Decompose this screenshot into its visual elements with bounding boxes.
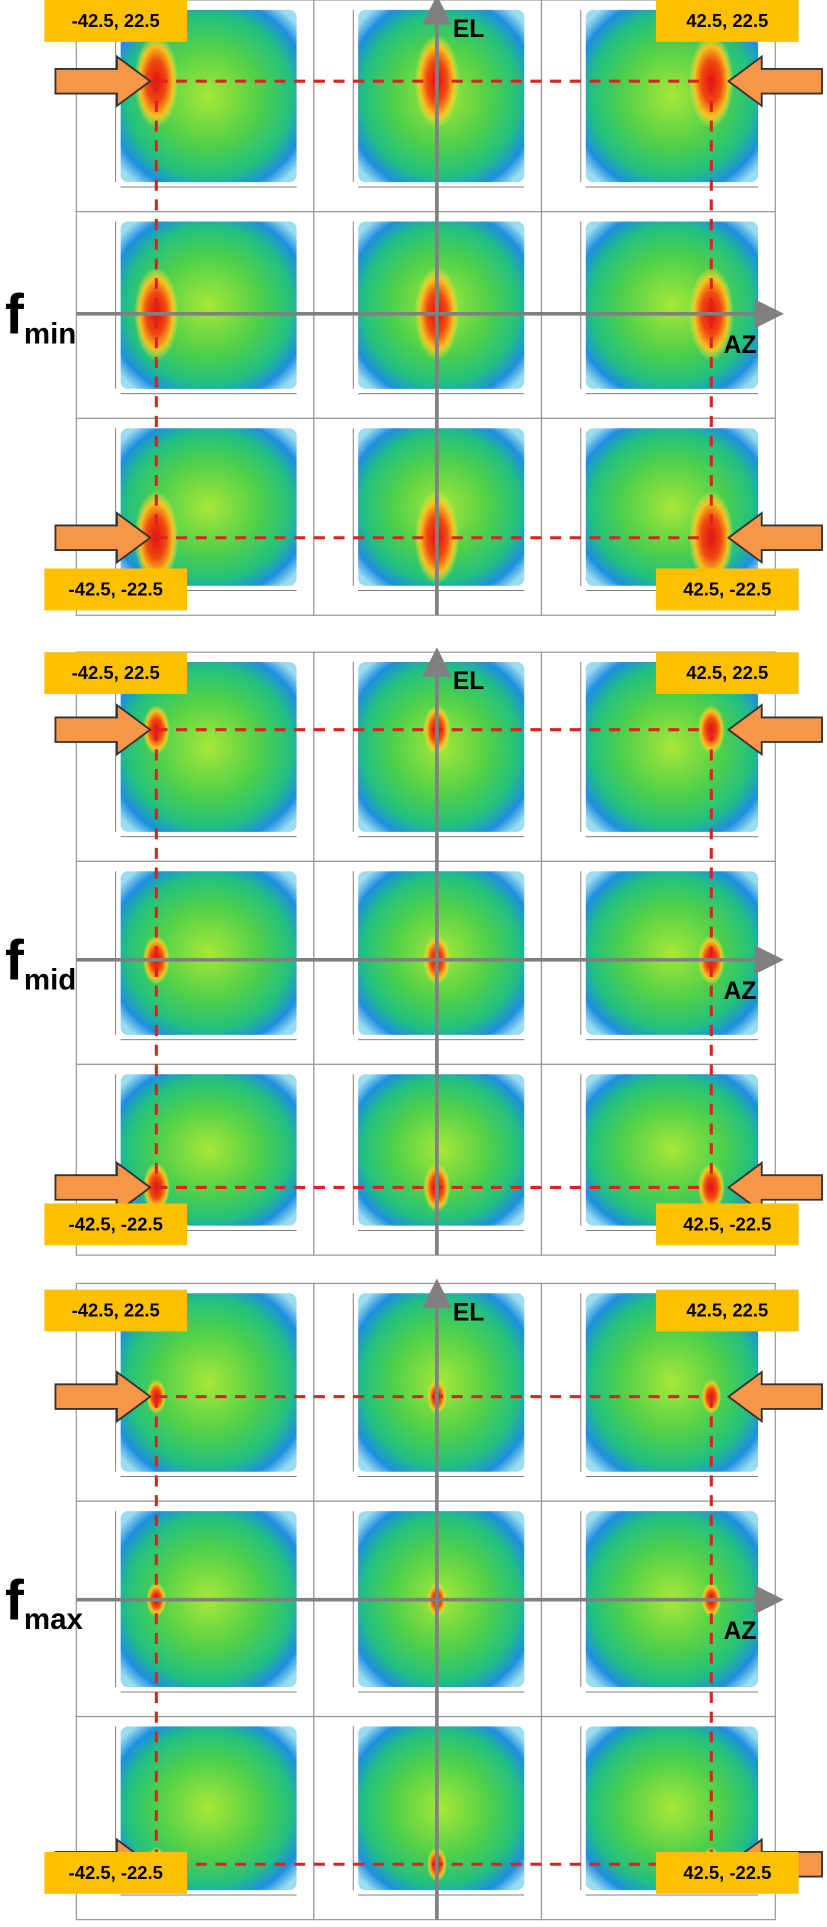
corner-label-box	[44, 568, 188, 611]
corner-label-box	[655, 568, 799, 611]
az-label: AZ	[724, 1618, 757, 1645]
corner-label: 42.5, -22.5	[683, 1214, 771, 1235]
frequency-symbol: f	[5, 282, 24, 345]
pointer-arrow	[726, 511, 823, 565]
corner-label: 42.5, 22.5	[686, 10, 768, 31]
pointer-arrow	[54, 703, 152, 757]
corner-label: -42.5, 22.5	[72, 10, 160, 31]
corner-label: -42.5, 22.5	[72, 662, 160, 683]
frequency-label: fmax	[5, 1568, 84, 1636]
corner-label: 42.5, 22.5	[686, 1300, 768, 1321]
corner-label-box	[44, 0, 188, 42]
corner-label: -42.5, 22.5	[72, 1300, 160, 1321]
corner-label: 42.5, -22.5	[683, 579, 771, 600]
heatmap	[358, 1726, 525, 1891]
heatmap	[120, 1293, 297, 1472]
beam-peak	[134, 34, 179, 128]
pointer-arrow	[54, 1161, 152, 1214]
heatmap	[585, 1074, 759, 1226]
frequency-symbol: f	[5, 928, 24, 991]
az-label: AZ	[724, 332, 757, 359]
corner-label: -42.5, -22.5	[69, 1214, 163, 1235]
pointer-arrow	[54, 54, 152, 108]
corner-label: -42.5, -22.5	[69, 579, 163, 600]
corner-label-box	[655, 1289, 799, 1332]
corner-label-box	[44, 1851, 188, 1894]
pointer-arrow	[54, 1370, 152, 1424]
az-label: AZ	[724, 978, 757, 1005]
heatmap	[585, 1293, 759, 1472]
corner-label-box	[44, 1203, 188, 1246]
frequency-label: fmid	[5, 928, 76, 996]
el-label: EL	[453, 668, 484, 695]
frequency-subscript: min	[24, 317, 76, 350]
corner-label: 42.5, 22.5	[686, 662, 768, 683]
pointer-arrow	[726, 54, 823, 108]
heatmap	[585, 662, 759, 832]
frequency-subscript: max	[24, 1603, 84, 1636]
corner-label: 42.5, -22.5	[683, 1862, 771, 1883]
el-label: EL	[453, 16, 484, 43]
pointer-arrow	[726, 1370, 823, 1424]
corner-label: -42.5, -22.5	[69, 1862, 163, 1883]
corner-label-box	[655, 1203, 799, 1246]
pointer-arrow	[54, 511, 152, 565]
frequency-label: fmin	[5, 282, 76, 350]
corner-label-box	[655, 652, 799, 695]
heatmap	[120, 1726, 297, 1891]
pointer-arrow	[726, 703, 823, 757]
heatmap	[585, 871, 759, 1035]
heatmap	[585, 428, 759, 586]
frequency-symbol: f	[5, 1568, 24, 1631]
corner-label-box	[655, 0, 799, 42]
heatmap	[120, 871, 297, 1035]
pointer-arrow	[726, 1161, 823, 1214]
frequency-subscript: mid	[24, 963, 76, 996]
corner-label-box	[44, 1289, 188, 1332]
el-label: EL	[453, 1299, 484, 1326]
heatmap	[120, 662, 297, 832]
corner-label-box	[44, 652, 188, 695]
corner-label-box	[655, 1851, 799, 1894]
